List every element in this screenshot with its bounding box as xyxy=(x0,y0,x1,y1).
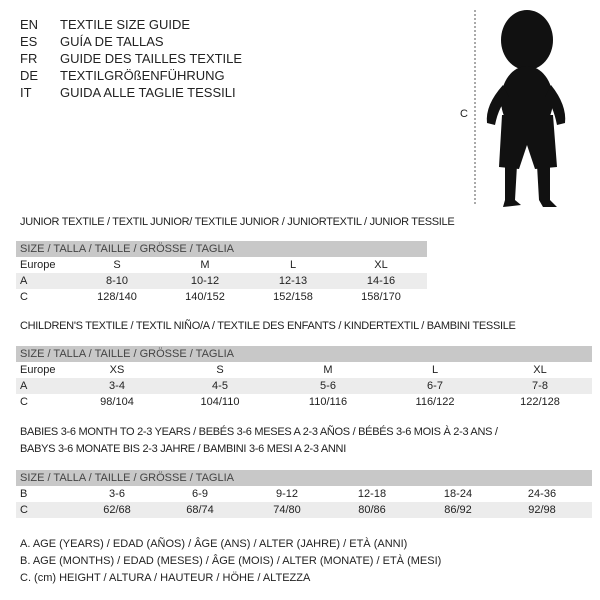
height-label: C xyxy=(460,108,468,120)
table-cell: 8-10 xyxy=(105,275,129,287)
table-cell: 152/158 xyxy=(273,291,313,303)
table-cell: 80/86 xyxy=(358,504,386,516)
table-cell: 9-12 xyxy=(275,488,299,500)
table-cell: 3-4 xyxy=(109,380,125,392)
title-text: GUIDA ALLE TAGLIE TESSILI xyxy=(60,85,236,100)
table-header: SIZE / TALLA / TAILLE / GRÖSSE / TAGLIA xyxy=(16,241,427,257)
table-row: Europe S M L XL xyxy=(16,257,427,273)
table-cell: XS xyxy=(109,364,125,376)
babies-section-title-2: BABYS 3-6 MONATE BIS 2-3 JAHRE / BAMBINI… xyxy=(20,443,346,455)
row-label: A xyxy=(20,380,28,392)
row-label: C xyxy=(20,504,28,516)
legend-age-years: A. AGE (YEARS) / EDAD (AÑOS) / ÂGE (ANS)… xyxy=(20,538,408,550)
table-cell: 104/110 xyxy=(200,396,240,408)
table-cell: S xyxy=(113,259,121,271)
legend-height: C. (cm) HEIGHT / ALTURA / HAUTEUR / HÖHE… xyxy=(20,572,311,584)
table-row: C 98/104 104/110 110/116 116/122 122/128 xyxy=(16,394,592,410)
table-cell: 6-7 xyxy=(427,380,443,392)
table-cell: 122/128 xyxy=(520,396,560,408)
table-cell: 6-9 xyxy=(192,488,208,500)
table-cell: 5-6 xyxy=(320,380,336,392)
table-cell: 12-18 xyxy=(357,488,387,500)
child-silhouette-icon xyxy=(486,10,566,207)
child-silhouette-figure xyxy=(474,10,566,207)
table-cell: L xyxy=(289,259,297,271)
legend-age-months: B. AGE (MONTHS) / EDAD (MESES) / ÂGE (MO… xyxy=(20,555,442,567)
title-text: TEXTILE SIZE GUIDE xyxy=(60,17,191,32)
title-text: GUÍA DE TALLAS xyxy=(60,34,164,49)
row-label: Europe xyxy=(20,364,56,376)
table-row: Europe XS S M L XL xyxy=(16,362,592,378)
row-label: B xyxy=(20,488,28,500)
junior-section-title: JUNIOR TEXTILE / TEXTIL JUNIOR/ TEXTILE … xyxy=(20,216,455,228)
row-label: C xyxy=(20,291,28,303)
table-cell: XL xyxy=(533,364,547,376)
babies-size-table: SIZE / TALLA / TAILLE / GRÖSSE / TAGLIA … xyxy=(16,470,592,518)
table-cell: 4-5 xyxy=(212,380,228,392)
children-size-table: SIZE / TALLA / TAILLE / GRÖSSE / TAGLIA … xyxy=(16,346,592,410)
table-cell: S xyxy=(216,364,224,376)
table-cell: L xyxy=(431,364,439,376)
row-label: Europe xyxy=(20,259,56,271)
table-cell: M xyxy=(323,364,333,376)
table-row: C 62/68 68/74 74/80 80/86 86/92 92/98 xyxy=(16,502,592,518)
table-cell: 7-8 xyxy=(532,380,548,392)
table-row: A 8-10 10-12 12-13 14-16 xyxy=(16,273,427,289)
table-cell: 116/122 xyxy=(415,396,455,408)
table-cell: 98/104 xyxy=(100,396,134,408)
table-cell: XL xyxy=(374,259,388,271)
babies-section-title: BABIES 3-6 MONTH TO 2-3 YEARS / BEBÉS 3-… xyxy=(20,426,498,438)
lang-code: EN xyxy=(20,17,39,32)
table-cell: 18-24 xyxy=(443,488,473,500)
table-cell: 86/92 xyxy=(444,504,472,516)
table-cell: 3-6 xyxy=(109,488,125,500)
lang-code: ES xyxy=(20,34,38,49)
table-cell: 62/68 xyxy=(103,504,131,516)
table-cell: 68/74 xyxy=(186,504,214,516)
table-cell: 92/98 xyxy=(528,504,556,516)
table-cell: 128/140 xyxy=(97,291,137,303)
table-cell: M xyxy=(200,259,210,271)
title-text: TEXTILGRÖßENFÜHRUNG xyxy=(60,68,225,83)
table-header: SIZE / TALLA / TAILLE / GRÖSSE / TAGLIA xyxy=(16,470,592,486)
table-cell: 158/170 xyxy=(361,291,401,303)
lang-code: DE xyxy=(20,68,39,83)
table-cell: 140/152 xyxy=(185,291,225,303)
header-label: SIZE / TALLA / TAILLE / GRÖSSE / TAGLIA xyxy=(20,348,234,360)
lang-code: FR xyxy=(20,51,38,66)
table-cell: 14-16 xyxy=(366,275,396,287)
row-label: A xyxy=(20,275,28,287)
table-row: A 3-4 4-5 5-6 6-7 7-8 xyxy=(16,378,592,394)
header-label: SIZE / TALLA / TAILLE / GRÖSSE / TAGLIA xyxy=(20,243,234,255)
table-row: B 3-6 6-9 9-12 12-18 18-24 24-36 xyxy=(16,486,592,502)
title-text: GUIDE DES TAILLES TEXTILE xyxy=(60,51,243,66)
children-section-title: CHILDREN'S TEXTILE / TEXTIL NIÑO/A / TEX… xyxy=(20,320,516,332)
table-header: SIZE / TALLA / TAILLE / GRÖSSE / TAGLIA xyxy=(16,346,592,362)
header-label: SIZE / TALLA / TAILLE / GRÖSSE / TAGLIA xyxy=(20,472,234,484)
row-label: C xyxy=(20,396,28,408)
lang-code: IT xyxy=(20,85,32,100)
table-cell: 74/80 xyxy=(273,504,301,516)
table-cell: 10-12 xyxy=(190,275,220,287)
junior-size-table: SIZE / TALLA / TAILLE / GRÖSSE / TAGLIA … xyxy=(16,241,427,305)
table-cell: 12-13 xyxy=(278,275,308,287)
table-cell: 24-36 xyxy=(527,488,557,500)
table-row: C 128/140 140/152 152/158 158/170 xyxy=(16,289,427,305)
table-cell: 110/116 xyxy=(308,396,348,408)
